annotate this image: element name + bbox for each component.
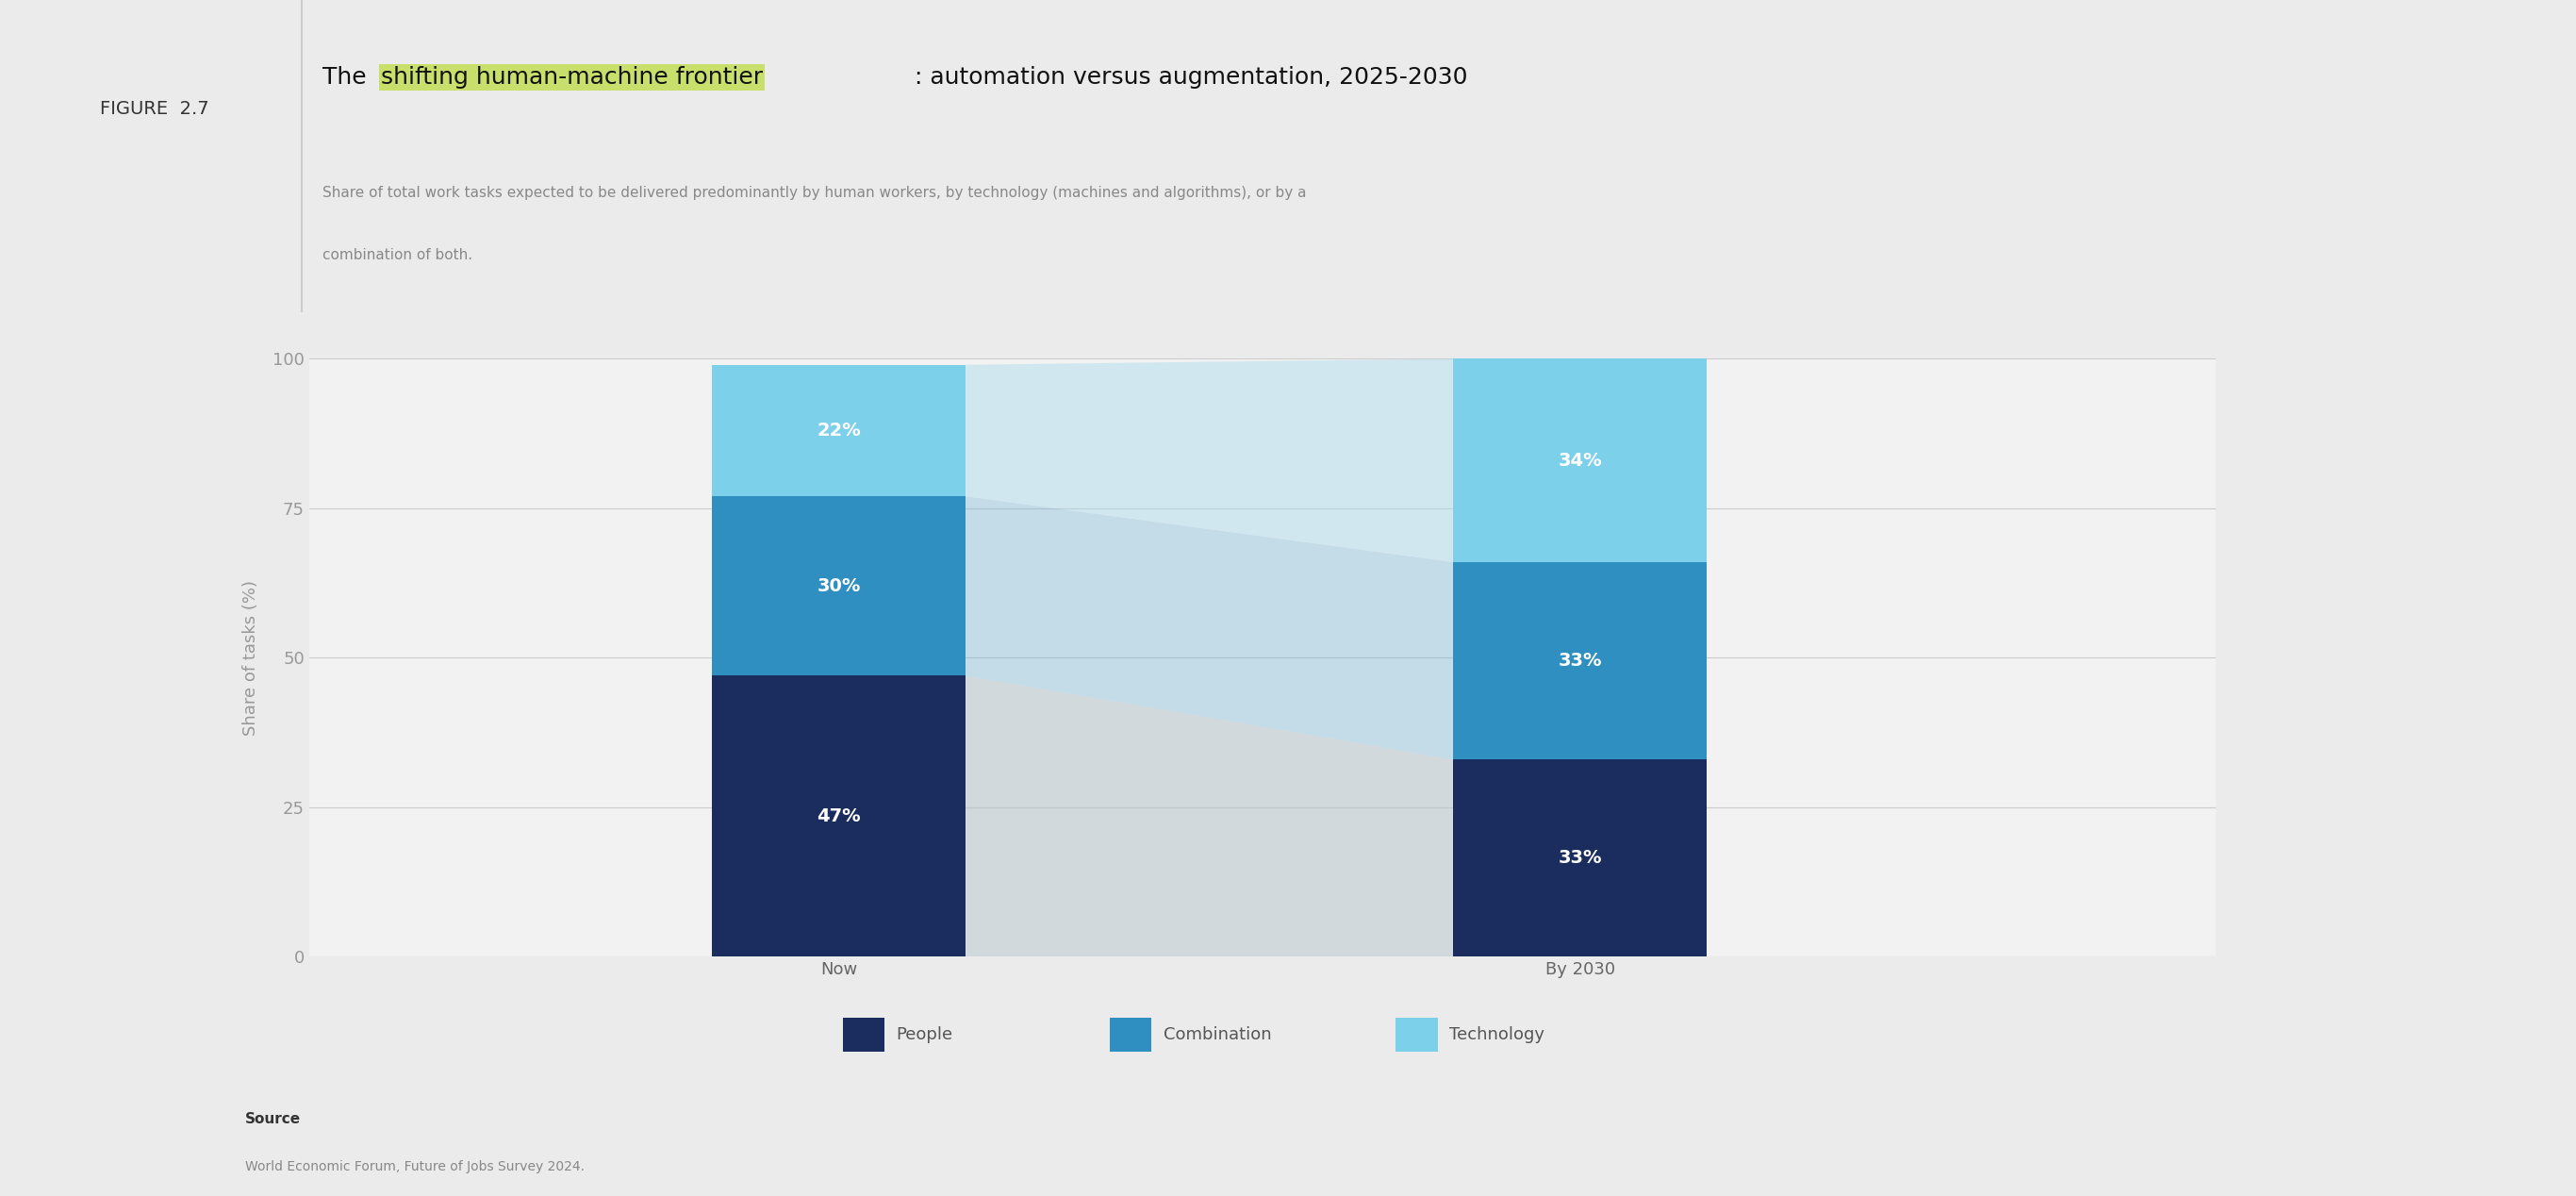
Text: Combination: Combination (1164, 1026, 1270, 1043)
Text: 22%: 22% (817, 422, 860, 439)
Text: The: The (322, 67, 374, 89)
Text: 47%: 47% (817, 807, 860, 825)
Bar (711, 496, 966, 676)
Text: Technology: Technology (1450, 1026, 1543, 1043)
Bar (842, 1018, 884, 1051)
Text: Source: Source (245, 1112, 301, 1127)
Bar (1110, 1018, 1151, 1051)
Bar (1453, 359, 1708, 562)
Polygon shape (966, 496, 1453, 759)
Text: 33%: 33% (1558, 652, 1602, 670)
Y-axis label: Share of tasks (%): Share of tasks (%) (242, 580, 260, 736)
Text: World Economic Forum, Future of Jobs Survey 2024.: World Economic Forum, Future of Jobs Sur… (245, 1160, 585, 1173)
Text: : automation versus augmentation, 2025-2030: : automation versus augmentation, 2025-2… (914, 67, 1468, 89)
Polygon shape (966, 676, 1453, 957)
Bar (711, 365, 966, 496)
Text: People: People (896, 1026, 953, 1043)
Bar (1396, 1018, 1437, 1051)
Text: 33%: 33% (1558, 849, 1602, 867)
Text: Share of total work tasks expected to be delivered predominantly by human worker: Share of total work tasks expected to be… (322, 185, 1306, 200)
Bar (1453, 759, 1708, 957)
Bar (1453, 562, 1708, 759)
Bar (711, 676, 966, 957)
Text: 30%: 30% (817, 578, 860, 594)
Text: shifting human-machine frontier: shifting human-machine frontier (381, 67, 762, 89)
Text: 34%: 34% (1558, 452, 1602, 469)
Text: FIGURE  2.7: FIGURE 2.7 (100, 100, 209, 117)
Text: combination of both.: combination of both. (322, 248, 471, 262)
Polygon shape (966, 359, 1453, 562)
